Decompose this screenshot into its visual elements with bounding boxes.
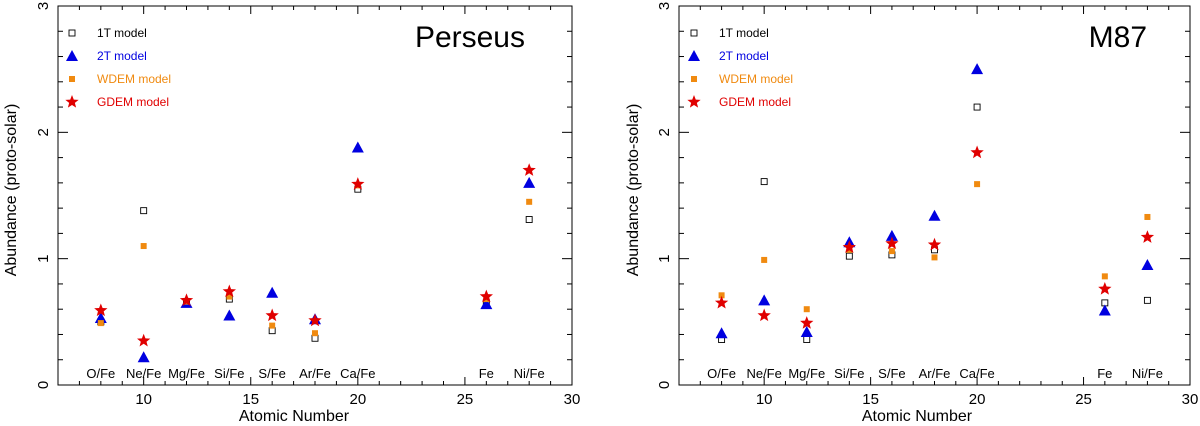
x-tick-label: 15 xyxy=(242,391,259,408)
legend-marker xyxy=(66,50,78,61)
x-tick-label: 25 xyxy=(457,391,474,408)
element-label: Ne/Fe xyxy=(126,366,161,381)
data-point xyxy=(222,284,236,298)
element-label: Fe xyxy=(479,366,494,381)
series-2t-model xyxy=(94,141,536,363)
x-tick-label: 30 xyxy=(564,391,581,408)
data-point xyxy=(179,293,194,307)
legend-label: 2T model xyxy=(97,49,147,63)
data-point xyxy=(479,289,493,303)
data-point xyxy=(265,308,279,322)
element-label: Ni/Fe xyxy=(514,366,545,381)
data-point xyxy=(94,303,108,317)
data-point xyxy=(312,330,318,337)
element-label: Mg/Fe xyxy=(168,366,205,381)
panel-title: Perseus xyxy=(415,21,525,54)
x-tick-label: 20 xyxy=(349,391,366,408)
data-point xyxy=(308,313,322,327)
y-tick-label: 0 xyxy=(35,381,52,389)
element-label: Si/Fe xyxy=(214,366,244,381)
data-point xyxy=(223,309,236,321)
y-axis-title: Abundance (proto-solar) xyxy=(3,104,20,277)
legend-label: 1T model xyxy=(97,26,147,40)
x-tick-label: 10 xyxy=(135,391,152,408)
y-tick-label: 1 xyxy=(35,254,52,262)
data-point xyxy=(137,333,151,347)
element-label: Ca/Fe xyxy=(340,366,375,381)
legend-marker xyxy=(69,76,75,82)
data-point xyxy=(140,243,147,250)
data-point xyxy=(480,298,493,310)
data-point xyxy=(523,176,536,188)
legend-label: GDEM model xyxy=(97,95,169,109)
legend-marker xyxy=(65,95,79,108)
data-point xyxy=(351,177,365,190)
data-point xyxy=(140,207,148,215)
data-point xyxy=(266,286,279,298)
data-point xyxy=(137,351,150,363)
element-label: O/Fe xyxy=(86,366,115,381)
data-point xyxy=(226,293,233,300)
series-wdem-model xyxy=(97,182,533,337)
data-point xyxy=(525,216,533,223)
y-tick-label: 2 xyxy=(35,128,52,136)
data-point xyxy=(351,141,364,153)
x-axis-title: Atomic Number xyxy=(239,408,350,425)
element-label: S/Fe xyxy=(258,366,285,381)
data-point xyxy=(526,198,533,205)
series-gdem-model xyxy=(94,163,536,347)
legend-marker xyxy=(68,29,76,37)
data-point xyxy=(522,163,536,176)
data-point xyxy=(97,320,104,327)
element-label: Ar/Fe xyxy=(299,366,331,381)
data-point xyxy=(269,322,276,329)
legend-label: WDEM model xyxy=(97,72,171,86)
y-tick-label: 3 xyxy=(35,2,52,10)
